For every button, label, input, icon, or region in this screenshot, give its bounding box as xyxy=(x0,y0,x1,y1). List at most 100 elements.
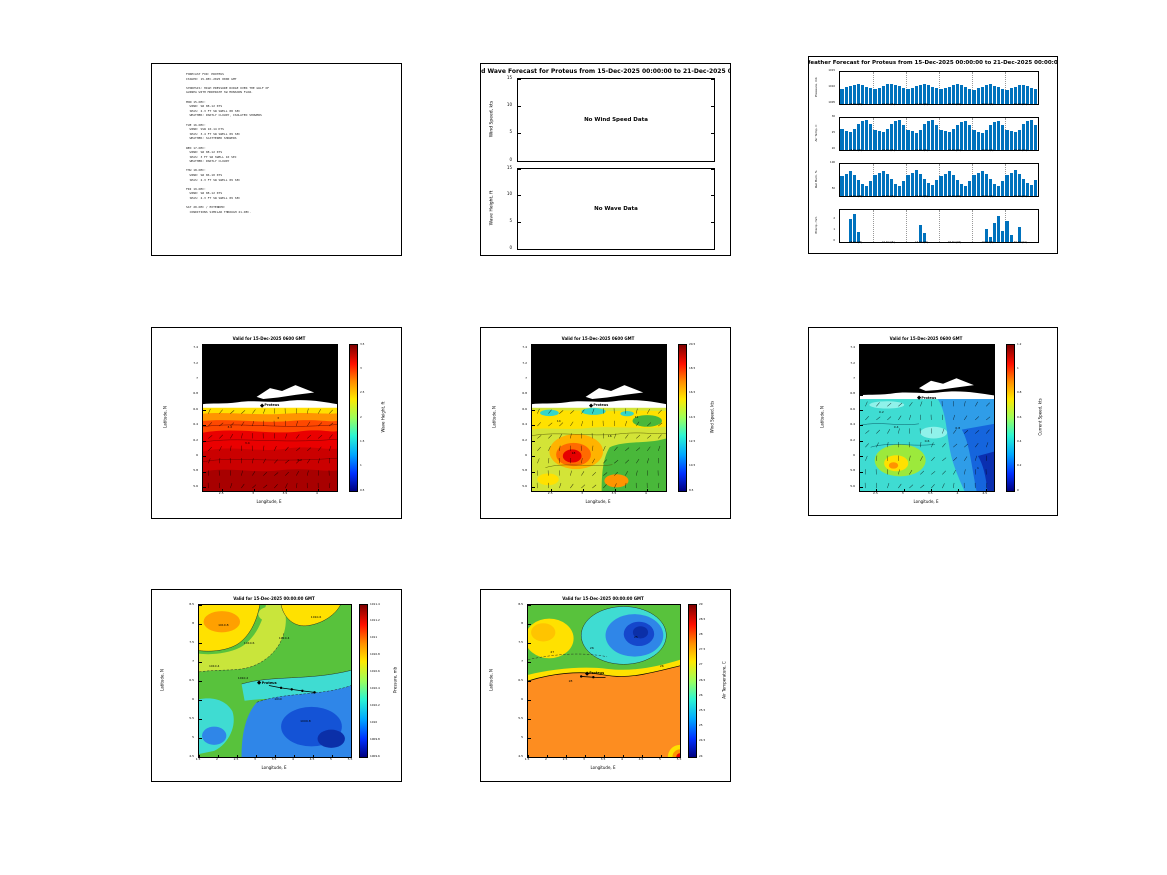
coastline-lagoon xyxy=(918,378,974,391)
tick-mark xyxy=(518,106,521,107)
colorbar-tick-label: 1.2 xyxy=(1017,341,1022,346)
pressure-map-panel: Valid for 15-Dec-2025 00:00:00 GMT Latit… xyxy=(151,589,402,782)
y-tick-label: 1005 xyxy=(828,100,835,104)
colorbar-tick-label: 25.5 xyxy=(699,707,706,712)
bar xyxy=(939,89,943,104)
bar xyxy=(1005,220,1009,242)
bar xyxy=(993,183,997,196)
bar xyxy=(873,88,877,104)
bar xyxy=(894,120,898,150)
bar xyxy=(848,132,852,150)
bar xyxy=(856,232,861,242)
y-tick-label: 7 xyxy=(521,658,523,663)
contour-value-label: 3 xyxy=(277,416,279,420)
bar xyxy=(980,86,984,104)
y-tick-label: 10 xyxy=(506,191,512,197)
tick-mark xyxy=(203,456,206,457)
tick-mark xyxy=(518,168,521,170)
bar xyxy=(927,183,931,196)
contour-fills xyxy=(532,400,666,491)
tick-mark xyxy=(293,754,295,757)
tick-mark xyxy=(203,394,206,396)
contour-lines xyxy=(528,606,680,682)
y-tick-label: 1 xyxy=(833,227,835,231)
tick-mark xyxy=(203,486,206,488)
x-tick-label: 20-Dec(Sa) xyxy=(1013,241,1028,244)
tick-mark xyxy=(532,425,535,426)
day-gridline xyxy=(971,72,973,104)
bar xyxy=(852,174,856,196)
x-tick-label: 20-Dec(Sa) xyxy=(1013,103,1028,106)
tick-mark xyxy=(317,488,319,491)
colorbar xyxy=(359,604,368,758)
bar xyxy=(1030,185,1034,196)
x-tick-label: 19-Dec(F) xyxy=(981,149,994,152)
ship-icon xyxy=(257,680,262,685)
x-tick-label: 3.5 xyxy=(927,491,933,495)
y-axis-label: Latitude, N xyxy=(159,669,165,691)
bar xyxy=(873,129,877,150)
x-axis-ticks: 2.5 3 3.5 4 4.5 xyxy=(859,492,993,497)
report-line: THU 18-DEC: xyxy=(186,168,206,173)
y-tick-label: 6 xyxy=(525,452,527,457)
colorbar xyxy=(678,344,687,492)
current-map-panel: Valid for 15-Dec-2025 0600 GMT Latitude,… xyxy=(808,327,1058,516)
temperature-field-svg xyxy=(528,605,680,757)
tick-mark xyxy=(958,488,959,491)
contour-value-label: 1 xyxy=(976,465,979,470)
ship-icon xyxy=(585,671,589,676)
y-tick-label: 15 xyxy=(506,164,512,170)
x-axis-label: Longitude, E xyxy=(585,499,611,504)
quiver-arrows xyxy=(536,408,663,489)
tick-mark xyxy=(860,456,863,457)
y-tick-label: 0 xyxy=(833,238,835,242)
contour-value-label: 3.4 xyxy=(244,440,250,445)
tick-mark xyxy=(518,195,521,196)
tick-mark xyxy=(532,486,535,488)
bar xyxy=(865,186,869,196)
x-tick-label: 3 xyxy=(901,491,904,495)
forecast-text-panel: FORECAST FOR: PROTEUS ISSUED: 15-DEC-2025… xyxy=(151,63,402,256)
colorbar-tick-label: 28 xyxy=(699,631,703,636)
y-tick-label: 7.4 xyxy=(522,345,527,350)
temperature-map-panel: Valid for 15-Dec-2025 00:00:00 GMT Latit… xyxy=(480,589,731,782)
contour-lines xyxy=(532,432,666,468)
bar xyxy=(1005,174,1009,196)
bar xyxy=(964,87,968,104)
colorbar-label: Pressure, mb xyxy=(392,666,398,694)
contour-value-label: 18 xyxy=(571,451,576,456)
colorbar-gradient xyxy=(679,345,686,491)
tick-mark xyxy=(711,195,714,196)
tick-mark xyxy=(199,699,202,701)
wind-speed-subplot: Wind Speed, kts 15 10 5 0 No Wind Speed Dat… xyxy=(481,75,730,162)
y-tick-label: 25 xyxy=(831,130,835,134)
tick-mark xyxy=(199,754,200,757)
y-tick-label: 8.5 xyxy=(518,601,523,606)
tick-mark xyxy=(518,78,521,80)
contour-lines xyxy=(203,424,337,463)
vessel-track xyxy=(268,685,316,694)
y-tick-label: 6.4 xyxy=(522,422,527,427)
x-axis-ticks: 15-Dec(M) 16-Dec(Tu) 17-Dec(W) 18-Dec(Th) 19… xyxy=(839,195,1037,202)
bar xyxy=(1013,87,1017,104)
bar xyxy=(1001,180,1005,196)
tick-mark xyxy=(660,754,662,757)
report-line: WIND: SW 08-12 KTS xyxy=(186,191,223,196)
tick-mark xyxy=(903,488,904,491)
bar xyxy=(1026,86,1030,104)
x-tick-label: 20-Dec(Sa) xyxy=(1013,195,1028,198)
bar xyxy=(914,170,918,196)
bar xyxy=(861,121,865,150)
tick-mark xyxy=(528,754,529,757)
bar xyxy=(877,173,881,196)
colorbar-tick-label: 1010.8 xyxy=(370,652,380,657)
colorbar-tick-label: 0 xyxy=(1017,487,1019,492)
bar xyxy=(844,87,848,104)
y-tick-label: 8 xyxy=(521,620,523,625)
current-field-svg xyxy=(860,345,994,491)
y-tick-label: 7.2 xyxy=(850,360,855,365)
y-tick-label: 1015 xyxy=(828,68,835,72)
bar xyxy=(918,224,922,242)
x-tick-label: 2.5 xyxy=(547,491,553,495)
day-gridline xyxy=(872,72,874,104)
